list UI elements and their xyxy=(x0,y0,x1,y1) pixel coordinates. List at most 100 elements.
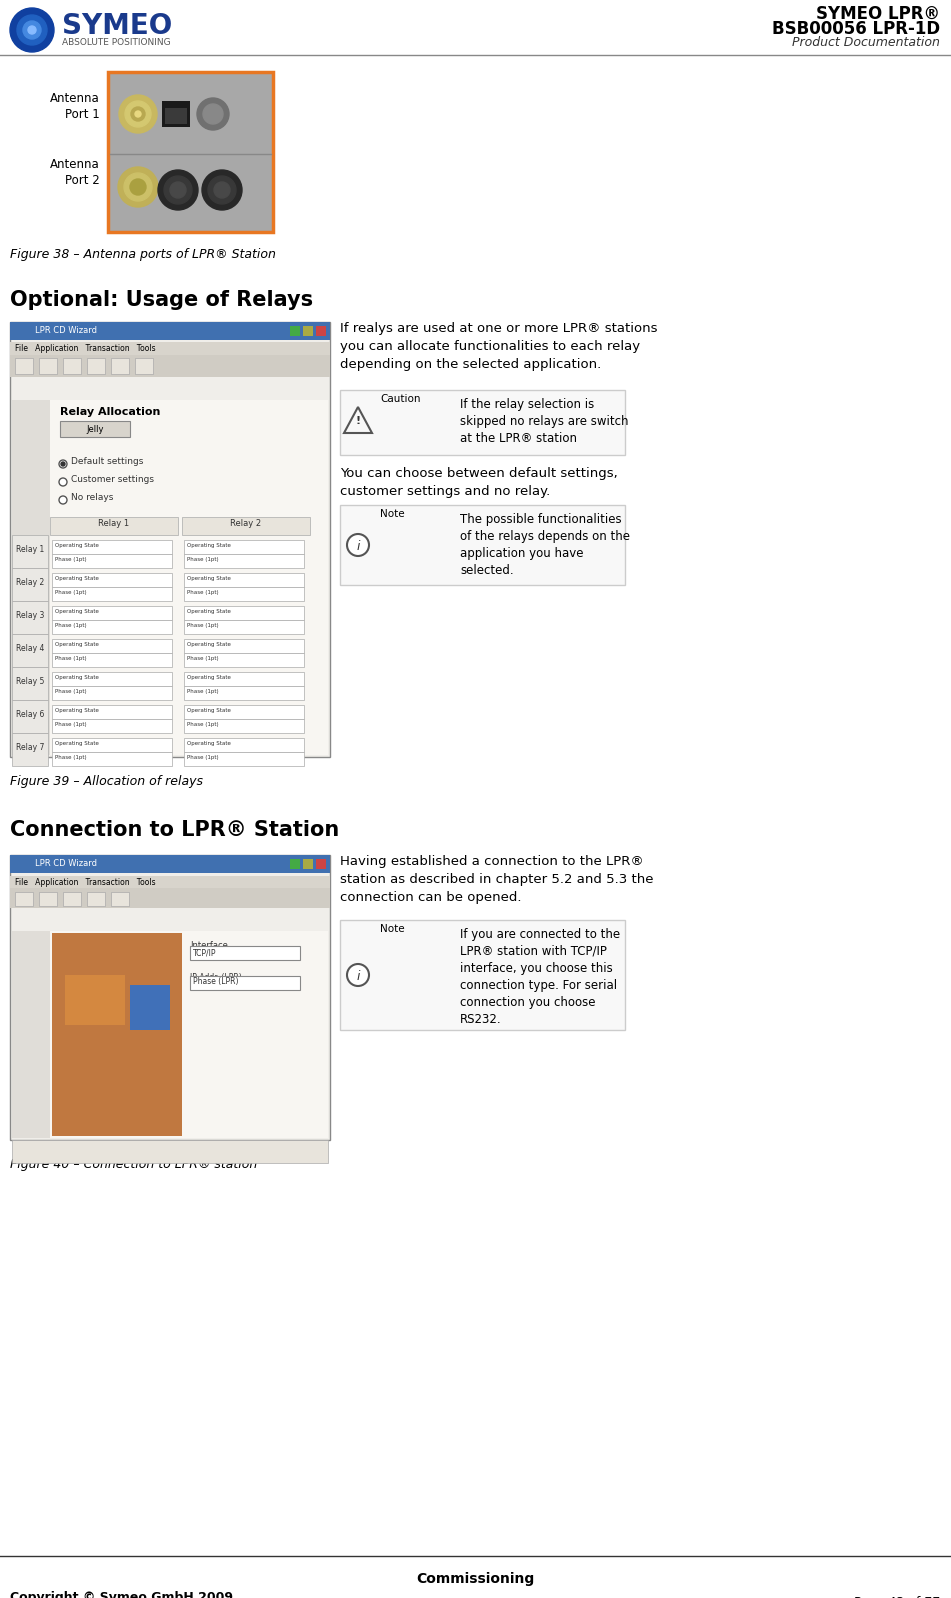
Circle shape xyxy=(59,495,67,503)
Circle shape xyxy=(131,107,145,121)
Bar xyxy=(165,109,187,125)
Text: Relay 2: Relay 2 xyxy=(16,578,44,586)
Text: Phase (1pt): Phase (1pt) xyxy=(187,754,219,761)
Text: Phase (1pt): Phase (1pt) xyxy=(187,657,219,662)
Bar xyxy=(63,892,81,906)
Bar xyxy=(12,634,48,666)
Bar xyxy=(184,586,304,601)
Bar xyxy=(10,342,330,358)
Bar xyxy=(190,976,300,991)
Text: Having established a connection to the LPR®
station as described in chapter 5.2 : Having established a connection to the L… xyxy=(340,855,653,904)
Circle shape xyxy=(202,169,242,209)
Text: Relay 4: Relay 4 xyxy=(16,644,44,654)
Bar xyxy=(87,358,105,374)
Circle shape xyxy=(158,169,198,209)
Bar xyxy=(111,892,129,906)
Text: No relays: No relays xyxy=(71,494,113,502)
Text: Relay 1: Relay 1 xyxy=(16,545,44,555)
Bar xyxy=(65,975,125,1024)
Bar xyxy=(10,323,330,757)
Circle shape xyxy=(347,534,369,556)
Bar xyxy=(184,705,304,719)
Bar xyxy=(12,601,48,634)
Text: IP-Addr. (LPR): IP-Addr. (LPR) xyxy=(190,973,242,983)
Circle shape xyxy=(170,182,186,198)
Text: Copyright © Symeo GmbH 2009: Copyright © Symeo GmbH 2009 xyxy=(10,1592,233,1598)
Text: If the relay selection is
skipped no relays are switch
at the LPR® station: If the relay selection is skipped no rel… xyxy=(460,398,629,444)
Bar xyxy=(111,358,129,374)
Circle shape xyxy=(214,182,230,198)
Text: Phase (1pt): Phase (1pt) xyxy=(187,558,219,562)
Circle shape xyxy=(23,21,41,38)
Text: Figure 39 – Allocation of relays: Figure 39 – Allocation of relays xyxy=(10,775,203,788)
Text: Phase (1pt): Phase (1pt) xyxy=(55,754,87,761)
Bar xyxy=(52,719,172,733)
Bar xyxy=(12,666,48,700)
Text: Figure 38 – Antenna ports of LPR® Station: Figure 38 – Antenna ports of LPR® Statio… xyxy=(10,248,276,260)
Text: Phase (1pt): Phase (1pt) xyxy=(55,689,87,694)
Circle shape xyxy=(130,179,146,195)
Bar xyxy=(52,639,172,654)
Text: SYMEO: SYMEO xyxy=(62,13,172,40)
Bar xyxy=(10,355,330,377)
Bar xyxy=(184,719,304,733)
Text: Operating State: Operating State xyxy=(187,609,231,614)
Bar xyxy=(340,390,625,455)
Text: Operating State: Operating State xyxy=(55,543,99,548)
Bar xyxy=(10,323,330,340)
Text: Phase (1pt): Phase (1pt) xyxy=(55,623,87,628)
Bar xyxy=(63,358,81,374)
Bar xyxy=(130,984,170,1031)
Text: If you are connected to the
LPR® station with TCP/IP
interface, you choose this
: If you are connected to the LPR® station… xyxy=(460,928,620,1026)
Bar xyxy=(52,654,172,666)
Circle shape xyxy=(197,97,229,129)
Bar xyxy=(340,505,625,585)
Text: i: i xyxy=(357,970,359,983)
Bar xyxy=(10,855,330,873)
Bar xyxy=(12,400,328,754)
Bar xyxy=(12,567,48,601)
Text: Operating State: Operating State xyxy=(55,575,99,582)
Bar xyxy=(184,540,304,555)
Text: Phase (1pt): Phase (1pt) xyxy=(187,722,219,727)
Bar xyxy=(15,358,33,374)
Bar xyxy=(52,606,172,620)
Text: Phase (1pt): Phase (1pt) xyxy=(55,558,87,562)
Bar xyxy=(316,326,326,336)
Text: Phase (1pt): Phase (1pt) xyxy=(55,722,87,727)
Text: Relay Allocation: Relay Allocation xyxy=(60,407,161,417)
Text: Operating State: Operating State xyxy=(55,741,99,746)
Circle shape xyxy=(28,26,36,34)
Text: !: ! xyxy=(356,415,360,427)
Text: Operating State: Operating State xyxy=(187,741,231,746)
Bar xyxy=(52,738,172,753)
Text: Relay 6: Relay 6 xyxy=(16,710,44,719)
Bar xyxy=(52,705,172,719)
Text: Operating State: Operating State xyxy=(187,642,231,647)
Bar xyxy=(87,892,105,906)
Text: Interface: Interface xyxy=(190,941,228,949)
Text: Optional: Usage of Relays: Optional: Usage of Relays xyxy=(10,289,313,310)
Text: Customer settings: Customer settings xyxy=(71,475,154,484)
Text: Operating State: Operating State xyxy=(55,708,99,713)
Bar xyxy=(52,673,172,686)
Circle shape xyxy=(59,478,67,486)
Bar xyxy=(12,535,48,567)
Text: i: i xyxy=(357,540,359,553)
Bar xyxy=(340,920,625,1031)
Bar xyxy=(39,892,57,906)
Bar xyxy=(12,700,48,733)
Text: Operating State: Operating State xyxy=(55,674,99,681)
Bar xyxy=(162,101,190,126)
Bar xyxy=(184,738,304,753)
Text: Operating State: Operating State xyxy=(187,708,231,713)
Text: Page 43 of 77: Page 43 of 77 xyxy=(854,1596,940,1598)
Text: File   Application   Transaction   Tools: File Application Transaction Tools xyxy=(15,877,156,887)
Circle shape xyxy=(10,8,54,53)
Bar xyxy=(290,860,300,869)
Text: Note: Note xyxy=(380,510,404,519)
Bar xyxy=(108,72,273,232)
Bar xyxy=(52,574,172,586)
Bar xyxy=(52,753,172,765)
Text: Jelly: Jelly xyxy=(87,425,104,435)
